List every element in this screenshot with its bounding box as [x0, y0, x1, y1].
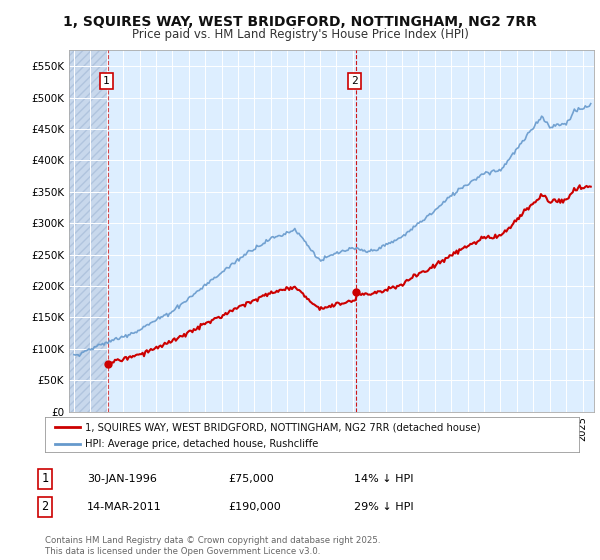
Text: 30-JAN-1996: 30-JAN-1996	[87, 474, 157, 484]
Text: Price paid vs. HM Land Registry's House Price Index (HPI): Price paid vs. HM Land Registry's House …	[131, 28, 469, 41]
Text: HPI: Average price, detached house, Rushcliffe: HPI: Average price, detached house, Rush…	[85, 438, 319, 449]
Text: 1, SQUIRES WAY, WEST BRIDGFORD, NOTTINGHAM, NG2 7RR: 1, SQUIRES WAY, WEST BRIDGFORD, NOTTINGH…	[63, 15, 537, 29]
Text: 1: 1	[41, 472, 49, 486]
Text: 2: 2	[41, 500, 49, 514]
Text: 14% ↓ HPI: 14% ↓ HPI	[354, 474, 413, 484]
Text: 1: 1	[103, 76, 110, 86]
Text: £75,000: £75,000	[228, 474, 274, 484]
Text: 29% ↓ HPI: 29% ↓ HPI	[354, 502, 413, 512]
Text: 1, SQUIRES WAY, WEST BRIDGFORD, NOTTINGHAM, NG2 7RR (detached house): 1, SQUIRES WAY, WEST BRIDGFORD, NOTTINGH…	[85, 422, 481, 432]
Text: Contains HM Land Registry data © Crown copyright and database right 2025.
This d: Contains HM Land Registry data © Crown c…	[45, 536, 380, 556]
Text: 2: 2	[351, 76, 358, 86]
Text: £190,000: £190,000	[228, 502, 281, 512]
Text: 14-MAR-2011: 14-MAR-2011	[87, 502, 162, 512]
